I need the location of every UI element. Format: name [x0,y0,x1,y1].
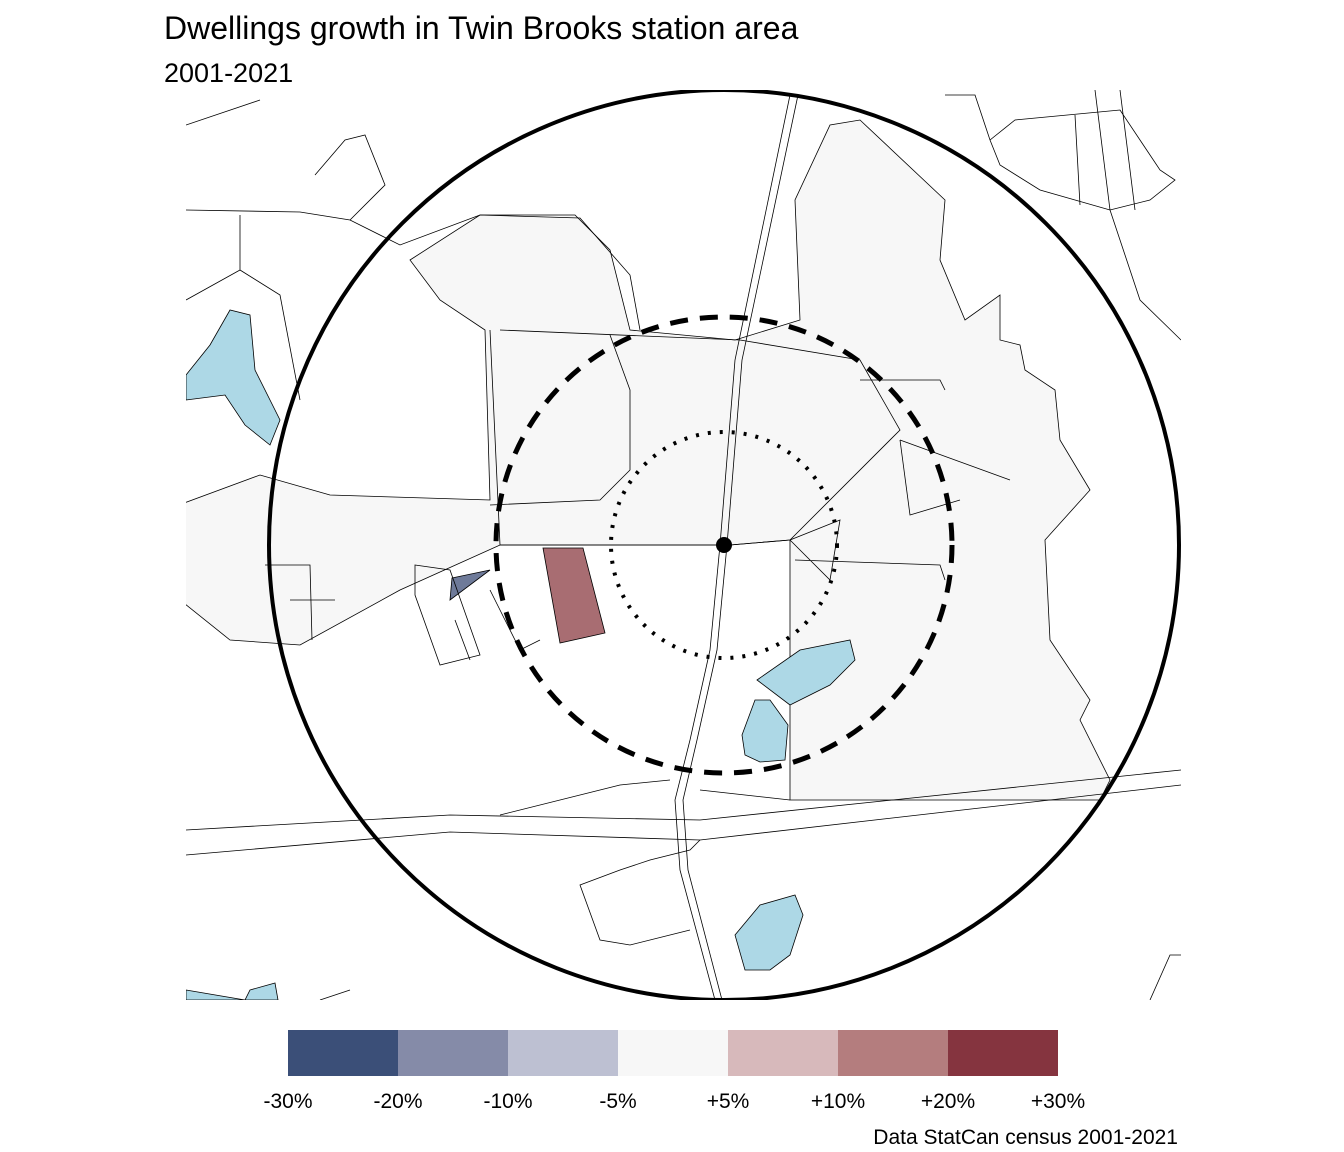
station-marker [716,537,732,553]
road [945,94,1176,211]
decline-area [449,569,491,601]
legend-swatch [948,1030,1058,1076]
data-caption: Data StatCan census 2001-2021 [873,1126,1178,1149]
legend-label: +10% [810,1090,866,1113]
road [579,839,701,946]
road [1074,90,1181,341]
map-title: Dwellings growth in Twin Brooks station … [164,10,799,46]
ring-outer [267,90,1181,1000]
legend-swatch [618,1030,728,1076]
map-subtitle: 2001-2021 [164,58,294,88]
road [499,779,791,816]
road [186,784,1181,856]
lake [186,982,279,1000]
legend-label: -5% [599,1090,637,1113]
legend-label: +30% [1030,1090,1086,1113]
road [682,94,799,1000]
legend-ticks: -30% -20% -10% -5% +5% +10% +20% +30% [0,1090,1344,1120]
road [186,99,301,401]
ring-inner [609,430,839,660]
road [319,954,1181,1000]
lake [756,639,856,706]
legend-label: +5% [706,1090,750,1113]
lake [741,699,789,763]
legend-swatch [728,1030,838,1076]
road [186,769,1181,831]
census-area [186,119,1111,801]
legend-label: -30% [263,1090,313,1113]
ring-middle [493,314,955,776]
legend-swatch [398,1030,508,1076]
legend-label: +20% [920,1090,976,1113]
legend-swatch [288,1030,398,1076]
lake [186,309,281,446]
road [265,564,481,666]
legend-swatch [838,1030,948,1076]
road [186,209,641,331]
color-legend [288,1030,1058,1076]
road [789,519,946,581]
legend-label: -20% [373,1090,423,1113]
road [674,94,791,1000]
legend-swatch [508,1030,618,1076]
road [314,134,386,221]
growth-area [542,547,606,644]
legend-label: -10% [483,1090,533,1113]
lake [734,894,804,971]
road [860,379,1011,516]
road [454,589,541,661]
